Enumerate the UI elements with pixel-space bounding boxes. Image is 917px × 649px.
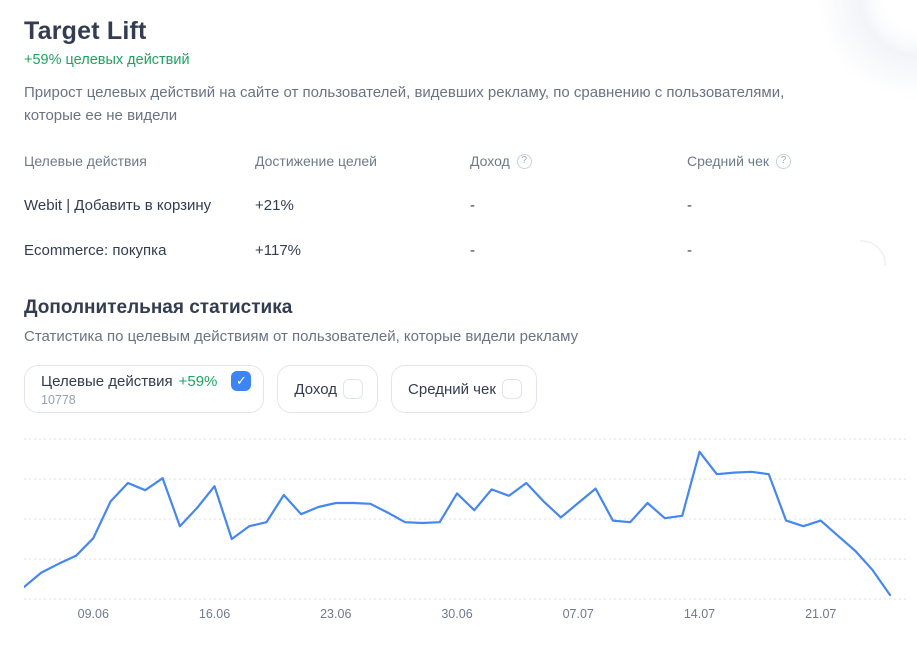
goal-revenue-value: - (470, 197, 475, 214)
goal-row: Webit | Добавить в корзину +21% - - (24, 197, 905, 214)
panel-content: Target Lift +59% целевых действий Прирос… (24, 17, 906, 631)
goal-name: Ecommerce: покупка (24, 242, 167, 259)
extra-stats-title: Дополнительная статистика (24, 297, 293, 318)
col-header-avg-check-label: Средний чек (687, 153, 770, 169)
help-icon[interactable]: ? (776, 153, 792, 169)
chart-x-axis-labels: 09.06 16.06 23.06 30.06 07.07 14.07 21.07 (24, 607, 906, 627)
help-icon[interactable]: ? (516, 153, 532, 169)
filter-lift-badge: +59% (178, 372, 218, 390)
col-header-goal-actions: Целевые действия (24, 153, 255, 169)
filter-avg-check[interactable]: Средний чек (391, 365, 537, 413)
x-axis-label: 21.07 (805, 607, 837, 621)
checkbox-checked-icon[interactable]: ✓ (231, 371, 252, 391)
filter-revenue[interactable]: Доход (277, 365, 379, 413)
filter-goal-actions[interactable]: Целевые действия +59% ✓ 10778 (24, 365, 265, 413)
checkbox-unchecked-icon[interactable] (501, 379, 522, 399)
lift-chart-svg[interactable] (24, 433, 906, 603)
goal-revenue-value: - (470, 242, 475, 259)
x-axis-label: 16.06 (198, 607, 231, 621)
col-header-goal-lift: Достижение целей (255, 153, 470, 169)
metric-filters: Целевые действия +59% ✓ 10778 Доход Сред… (24, 365, 905, 413)
page-title: Target Lift (24, 17, 147, 45)
goals-table: Целевые действия Достижение целей Доход … (24, 153, 905, 259)
goal-lift-value: +21% (255, 197, 294, 214)
goal-avg-check-value: - (687, 197, 692, 214)
col-header-revenue: Доход ? (470, 153, 687, 169)
page-description: Прирост целевых действий на сайте от пол… (24, 84, 785, 124)
goal-row: Ecommerce: покупка +117% - - (24, 242, 905, 259)
goal-name: Webit | Добавить в корзину (24, 197, 212, 214)
filter-label: Средний чек (408, 380, 496, 398)
x-axis-label: 23.06 (320, 607, 352, 621)
x-axis-label: 07.07 (562, 607, 594, 621)
filter-label: Целевые действия (41, 372, 173, 390)
filter-goal-actions-main: Целевые действия +59% ✓ (41, 371, 252, 391)
lift-chart[interactable]: 09.06 16.06 23.06 30.06 07.07 14.07 21.07 (24, 433, 906, 631)
x-axis-label: 30.06 (441, 607, 473, 621)
col-header-revenue-label: Доход (470, 153, 510, 169)
checkbox-unchecked-icon[interactable] (343, 379, 364, 399)
col-header-avg-check: Средний чек ? (687, 153, 906, 169)
filter-label: Доход (294, 380, 338, 398)
col-header-goal-lift-label: Достижение целей (255, 153, 377, 169)
extra-stats-subtitle: Статистика по целевым действиям от польз… (24, 328, 579, 345)
goals-table-header: Целевые действия Достижение целей Доход … (24, 153, 905, 169)
x-axis-label: 09.06 (77, 607, 109, 621)
col-header-goal-actions-label: Целевые действия (24, 153, 147, 169)
goal-lift-value: +117% (255, 242, 302, 259)
goal-actions-count: 10778 (41, 393, 76, 407)
lift-summary: +59% целевых действий (24, 52, 190, 68)
goal-avg-check-value: - (687, 242, 692, 259)
x-axis-label: 14.07 (683, 607, 716, 621)
